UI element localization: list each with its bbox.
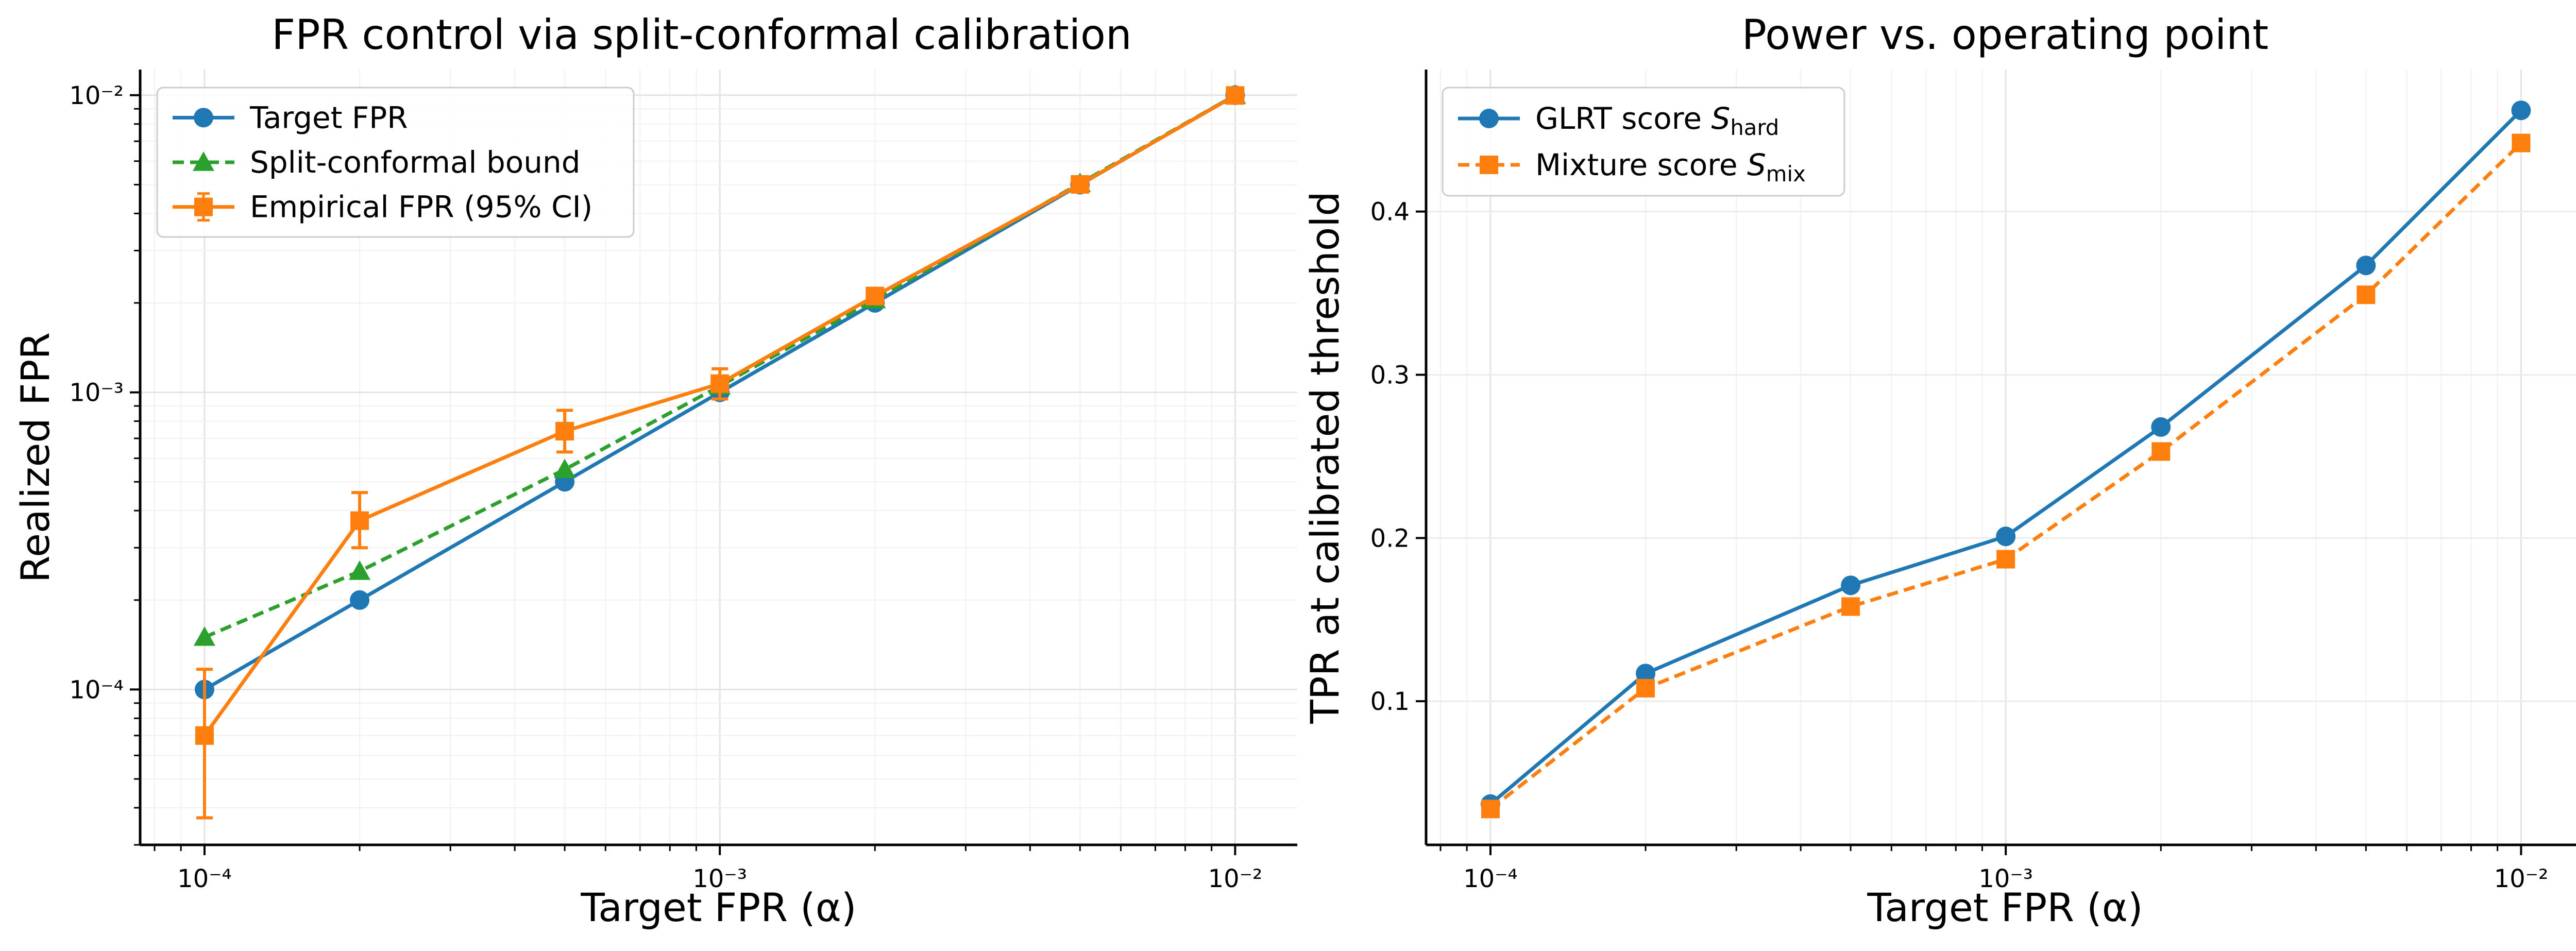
y-tick-label: 0.4 <box>1370 198 1410 227</box>
legend-swatch-marker <box>193 151 214 171</box>
right-x-axis-label: Target FPR (α) <box>1867 885 2143 930</box>
left-axes <box>130 70 1297 855</box>
y-tick-label: 10⁻³ <box>69 379 124 407</box>
series-3 <box>195 86 1245 820</box>
legend-label-main: Mixture score <box>1535 147 1747 182</box>
y-tick-label: 0.2 <box>1370 524 1410 553</box>
x-tick-label: 10⁻² <box>2494 864 2549 893</box>
y-tick-label: 10⁻⁴ <box>69 675 124 704</box>
legend-item-2: Mixture score Smix <box>1458 147 1806 186</box>
legend-label-symbol: S <box>1711 101 1731 136</box>
data-point <box>350 511 369 530</box>
legend-item-2: Split-conformal bound <box>173 145 581 180</box>
legend-swatch-marker <box>194 108 213 128</box>
left-x-axis-label: Target FPR (α) <box>580 885 856 930</box>
legend-item-1: GLRT score Shard <box>1458 101 1779 140</box>
data-point <box>2356 256 2376 276</box>
x-tick-label: 10⁻⁴ <box>177 864 232 893</box>
left-legend: Target FPR Split-conformal bound Empirical… <box>156 87 635 238</box>
data-point <box>2512 133 2531 152</box>
x-tick-label: 10⁻² <box>1208 864 1263 893</box>
data-point <box>1481 800 1500 819</box>
left-chart-title: FPR control via split-conformal calibrat… <box>272 11 1131 59</box>
data-point <box>1841 597 1860 616</box>
legend-label-symbol: S <box>1747 147 1766 182</box>
data-point <box>2151 442 2171 461</box>
legend-item-3: Empirical FPR (95% CI) <box>173 190 592 225</box>
right-chart-panel: Power vs. operating point 10⁻⁴ 10⁻³ 10⁻² 0.… <box>1302 11 2576 930</box>
legend-label: Empirical FPR (95% CI) <box>250 190 592 225</box>
data-point <box>349 560 371 580</box>
legend-label-subscript: mix <box>1766 161 1806 186</box>
data-point <box>1071 175 1090 194</box>
legend-swatch-marker <box>1480 156 1498 174</box>
x-tick-label: 10⁻³ <box>1978 864 2033 893</box>
series-2 <box>1481 133 2531 819</box>
right-chart-title: Power vs. operating point <box>1742 11 2269 59</box>
right-tick-labels: 10⁻⁴ 10⁻³ 10⁻² 0.1 0.2 0.3 0.4 <box>1370 198 2549 893</box>
left-y-axis-label: Realized FPR <box>12 332 58 583</box>
right-axes <box>1416 70 2576 855</box>
data-point <box>866 286 885 305</box>
legend-label: GLRT score Shard <box>1535 101 1779 140</box>
legend-label: Split-conformal bound <box>250 145 581 180</box>
data-point <box>350 590 370 610</box>
legend-item-1: Target FPR <box>173 100 408 135</box>
legend-swatch-marker <box>194 197 213 216</box>
data-point <box>1226 86 1245 105</box>
legend-label-main: GLRT score <box>1535 101 1711 136</box>
data-point <box>1841 575 1861 596</box>
legend-label-subscript: hard <box>1730 115 1779 140</box>
legend-box <box>1442 87 1845 197</box>
x-tick-label: 10⁻⁴ <box>1463 864 1518 893</box>
right-legend: GLRT score Shard Mixture score Smix <box>1442 87 1845 197</box>
y-tick-label: 10⁻² <box>69 81 124 110</box>
legend-swatch-marker <box>1479 109 1499 128</box>
left-chart-panel: FPR control via split-conformal calibrat… <box>12 11 1297 930</box>
x-tick-label: 10⁻³ <box>692 864 747 893</box>
data-point <box>2151 417 2171 437</box>
legend-label: Target FPR <box>249 100 408 135</box>
data-point <box>555 422 574 441</box>
left-series-layer <box>193 84 1246 820</box>
data-point <box>1996 550 2015 569</box>
data-point <box>1636 678 1655 698</box>
right-series-layer <box>1480 100 2531 819</box>
y-tick-label: 0.3 <box>1370 361 1410 389</box>
data-point <box>193 626 215 646</box>
legend-label: Mixture score Smix <box>1535 147 1806 186</box>
data-point <box>2357 285 2376 304</box>
data-point <box>710 374 730 393</box>
legend-box <box>156 87 635 238</box>
data-point <box>1636 664 1656 684</box>
right-y-axis-label: TPR at calibrated threshold <box>1302 191 1348 724</box>
y-tick-label: 0.1 <box>1370 687 1410 716</box>
data-point <box>195 726 214 745</box>
data-point <box>554 458 576 479</box>
data-point <box>1996 527 2016 547</box>
right-gridlines <box>1426 70 2576 845</box>
left-tick-labels: 10⁻⁴ 10⁻³ 10⁻² 10⁻⁴ 10⁻³ 10⁻² <box>69 81 1262 893</box>
data-point <box>2511 100 2531 121</box>
